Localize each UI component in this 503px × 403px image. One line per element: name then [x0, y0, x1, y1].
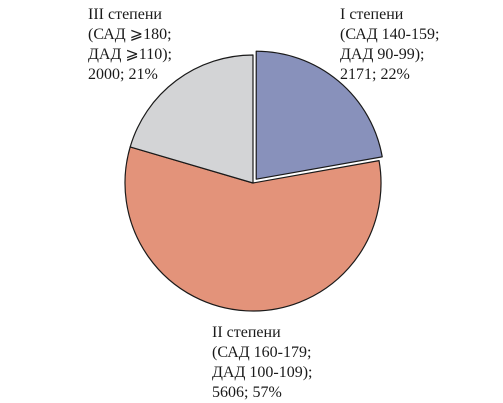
- slice-label-3-line-3: 2000; 21%: [88, 66, 158, 83]
- slice-label-3-line-1: (САД ⩾180;: [88, 26, 172, 43]
- slice-label-2-line-1: (САД 160-179;: [212, 344, 312, 361]
- slice-label-2-title: II степени: [212, 324, 281, 341]
- slice-label-2-line-3: 5606; 57%: [212, 384, 282, 401]
- slice-label-3-line-2: ДАД ⩾110);: [88, 46, 172, 63]
- slice-label-1-line-1: (САД 140-159;: [340, 26, 440, 43]
- pie-slice-3: [129, 54, 254, 184]
- slice-label-1: I степени (САД 140-159; ДАД 90-99); 2171…: [340, 5, 439, 85]
- pie-slice-2: [124, 146, 382, 312]
- slice-label-2-line-2: ДАД 100-109);: [212, 364, 313, 381]
- pie-slice-1: [255, 50, 383, 180]
- slice-label-1-line-3: 2171; 22%: [340, 66, 410, 83]
- slice-label-3-title: III степени: [88, 6, 162, 23]
- slice-label-2: II степени (САД 160-179; ДАД 100-109); 5…: [212, 323, 312, 403]
- slice-label-1-line-2: ДАД 90-99);: [340, 46, 425, 63]
- slice-label-1-title: I степени: [340, 6, 404, 23]
- slice-label-3: III степени (САД ⩾180; ДАД ⩾110); 2000; …: [88, 5, 172, 85]
